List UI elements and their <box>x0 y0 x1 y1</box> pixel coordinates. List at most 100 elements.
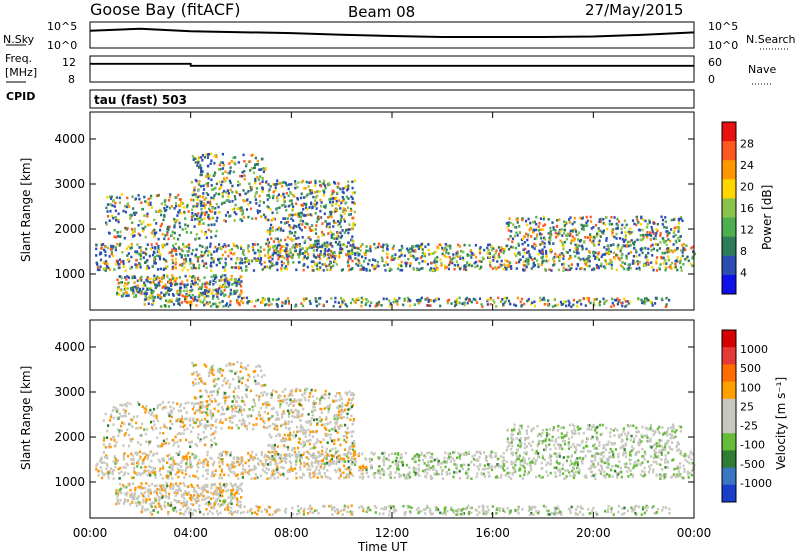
range-cell <box>532 265 535 268</box>
range-cell <box>140 275 143 279</box>
range-cell <box>137 194 140 197</box>
range-cell <box>541 476 544 479</box>
power-colorbar-label: Power [dB] <box>760 185 774 250</box>
range-cell <box>625 254 628 258</box>
range-cell <box>510 230 513 233</box>
range-cell <box>620 247 623 251</box>
range-cell <box>212 260 215 264</box>
range-cell <box>365 301 368 305</box>
range-cell <box>103 248 106 252</box>
range-cell <box>357 254 360 257</box>
range-cell <box>521 242 524 246</box>
range-cell <box>190 498 193 502</box>
range-cell <box>209 174 212 177</box>
range-cell <box>259 200 262 203</box>
range-cell <box>179 225 182 229</box>
range-cell <box>196 214 199 217</box>
range-cell <box>239 266 243 270</box>
range-cell <box>398 255 401 259</box>
cpid-value: tau (fast) 503 <box>94 93 187 107</box>
range-cell <box>222 285 225 288</box>
range-cell <box>151 297 154 300</box>
range-cell <box>584 260 587 264</box>
range-cell <box>677 466 680 470</box>
range-cell <box>334 254 337 258</box>
range-cell <box>364 251 368 254</box>
range-cell <box>354 453 357 456</box>
range-cell <box>327 253 330 256</box>
range-cell <box>339 213 342 217</box>
range-cell <box>241 472 244 476</box>
range-cell <box>467 475 470 478</box>
range-cell <box>533 300 536 304</box>
range-cell <box>153 452 156 456</box>
range-cell <box>259 257 262 260</box>
range-cell <box>335 202 338 206</box>
range-cell <box>153 218 156 222</box>
range-cell <box>426 262 429 266</box>
range-cell <box>543 238 546 241</box>
range-cell <box>314 240 317 243</box>
range-cell <box>234 197 237 201</box>
range-cell <box>239 258 242 262</box>
range-cell <box>350 227 353 231</box>
range-cell <box>334 452 337 456</box>
range-cell <box>152 299 155 302</box>
range-cell <box>304 206 308 210</box>
range-cell <box>255 163 258 166</box>
range-cell <box>545 252 548 255</box>
range-cell <box>511 473 514 476</box>
range-cell <box>682 243 685 246</box>
range-cell <box>663 225 666 229</box>
range-cell <box>584 304 587 307</box>
range-cell <box>203 211 206 215</box>
range-cell <box>309 302 312 305</box>
range-cell <box>177 302 180 305</box>
range-cell <box>195 204 199 208</box>
range-cell <box>441 246 444 250</box>
range-cell <box>305 180 308 184</box>
range-cell <box>518 253 522 256</box>
range-cell <box>409 254 412 258</box>
range-cell <box>428 253 431 256</box>
range-cell <box>178 303 181 307</box>
range-cell <box>136 284 139 288</box>
range-cell <box>589 238 592 242</box>
range-cell <box>130 246 133 249</box>
range-cell <box>284 265 288 268</box>
range-cell <box>474 298 477 302</box>
range-cell <box>215 192 218 195</box>
range-cell <box>133 469 136 472</box>
range-cell <box>189 461 192 465</box>
range-cell <box>163 237 166 241</box>
range-cell <box>252 468 255 472</box>
range-cell <box>600 453 603 456</box>
range-cell <box>259 474 262 478</box>
range-cell <box>254 177 257 181</box>
range-cell <box>552 226 555 229</box>
range-cell <box>318 180 321 183</box>
range-cell <box>159 305 163 308</box>
range-cell <box>597 266 600 270</box>
range-cell <box>537 229 541 232</box>
range-cell <box>189 496 192 500</box>
range-cell <box>206 302 210 306</box>
noise-tick-right-bottom: 10^0 <box>708 39 738 52</box>
range-cell <box>682 246 685 250</box>
range-cell <box>267 194 270 197</box>
range-cell <box>607 457 610 460</box>
range-cell <box>129 213 132 217</box>
range-cell <box>342 198 345 201</box>
range-cell <box>208 301 211 304</box>
range-cell <box>375 304 378 307</box>
range-cell <box>127 281 130 285</box>
range-cell <box>285 457 288 461</box>
range-cell <box>627 240 630 244</box>
range-cell <box>594 458 597 462</box>
range-cell <box>616 476 619 479</box>
range-cell <box>143 471 146 474</box>
range-cell <box>323 184 327 187</box>
range-cell <box>170 234 173 237</box>
range-cell <box>212 288 215 292</box>
range-cell <box>665 303 668 306</box>
